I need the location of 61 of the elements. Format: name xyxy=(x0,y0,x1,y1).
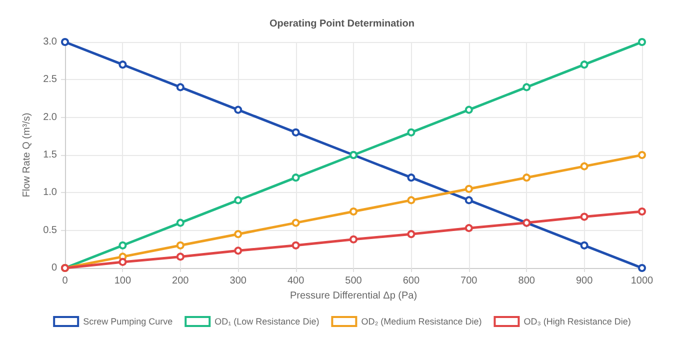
point xyxy=(407,196,416,204)
x-tick-label: 600 xyxy=(402,276,420,286)
x-tick-label: 200 xyxy=(172,276,190,286)
y-tick-label: 2.5 xyxy=(43,74,58,86)
y-tick-label: 3.0 xyxy=(43,36,58,48)
y-axis-title: Flow Rate Q (m³/s) xyxy=(22,112,33,198)
point xyxy=(464,196,473,204)
point xyxy=(580,212,588,221)
point xyxy=(522,83,531,92)
point xyxy=(407,174,416,182)
y-tick-label: 1.0 xyxy=(43,187,58,198)
x-tick-label: 400 xyxy=(287,276,305,286)
legend-label: OD₃ (High Resistance Die) xyxy=(524,316,631,326)
legend-label: OD₂ (Medium Resistance Die) xyxy=(361,316,482,326)
x-tick-label: 800 xyxy=(518,276,536,286)
point xyxy=(292,174,300,182)
point xyxy=(638,151,646,159)
point xyxy=(292,241,300,250)
point xyxy=(638,264,646,272)
point xyxy=(292,218,300,227)
x-tick-label: 500 xyxy=(345,276,362,286)
point xyxy=(234,106,242,114)
legend-label: OD₁ (Low Resistance Die) xyxy=(214,316,320,326)
point xyxy=(234,230,242,238)
point xyxy=(176,218,184,227)
point xyxy=(407,128,416,136)
point xyxy=(61,38,69,46)
y-tick-label: 2.0 xyxy=(43,112,58,123)
point xyxy=(407,230,416,238)
legend-label: Screw Pumping Curve xyxy=(83,316,173,326)
y-tick-label: 0 xyxy=(51,262,58,274)
x-tick-label: 0 xyxy=(62,276,68,286)
chart-title: Operating Point Determination xyxy=(269,18,415,30)
point xyxy=(234,196,242,204)
x-axis-title: Pressure Differential Δp (Pa) xyxy=(290,290,418,302)
point xyxy=(580,241,588,250)
point xyxy=(118,258,127,266)
point xyxy=(580,60,588,69)
y-tick-label: 1.5 xyxy=(43,150,58,160)
point xyxy=(464,106,473,114)
point xyxy=(118,60,127,69)
point xyxy=(176,83,184,92)
point xyxy=(234,246,242,255)
point xyxy=(176,241,184,250)
y-tick-label: 0.5 xyxy=(43,224,58,236)
x-tick-label: 100 xyxy=(114,276,132,286)
point xyxy=(638,208,646,216)
x-tick-label: 1000 xyxy=(630,276,654,286)
x-tick-label: 900 xyxy=(576,276,594,286)
point xyxy=(464,184,473,193)
point xyxy=(522,174,531,182)
x-tick-label: 700 xyxy=(460,276,478,286)
point xyxy=(464,224,473,232)
point xyxy=(118,241,127,250)
point xyxy=(350,235,358,244)
point xyxy=(580,162,588,170)
point xyxy=(176,252,184,261)
point xyxy=(638,38,646,46)
point xyxy=(292,128,300,136)
x-tick-label: 300 xyxy=(230,276,247,286)
point xyxy=(350,208,358,216)
